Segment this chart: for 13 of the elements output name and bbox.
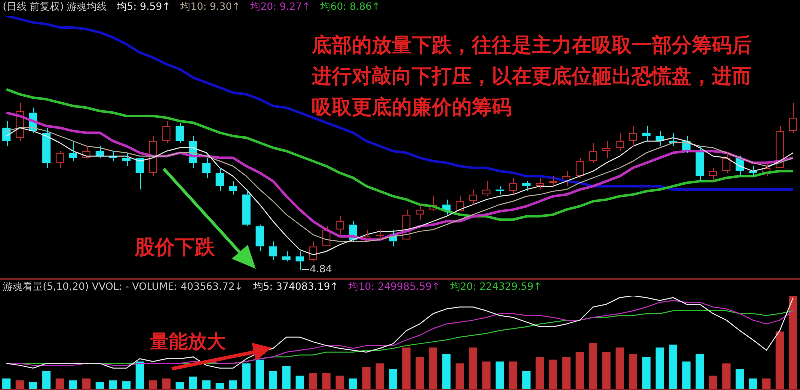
text: 均20: 224329.59↑	[450, 282, 542, 293]
text: 均60: 8.86↑	[320, 1, 380, 14]
text: 均5: 374083.19↑	[253, 282, 339, 293]
text: 均5: 9.59↑	[117, 1, 171, 14]
chart-title: 游魂看量(5,10,20) VVOL: - VOLUME: 403563.72↓	[3, 280, 244, 294]
chart-title: (日线 前复权) 游魂均线	[3, 0, 108, 14]
annotation: 股价下跌	[135, 234, 215, 261]
text: 均10: 9.30↑	[180, 1, 241, 14]
annotation: 量能放大	[150, 330, 226, 355]
annotation: 底部的放量下跌，往往是主力在吸取一部分筹码后进行对敲向下打压，以在更底位砸出恐慌盘，进而吸取更底的廉价的筹码	[312, 32, 753, 121]
annotation: 4.84	[310, 264, 332, 276]
text: 均20: 9.27↑	[250, 1, 311, 14]
text: 均10: 249985.59↑	[348, 282, 440, 293]
